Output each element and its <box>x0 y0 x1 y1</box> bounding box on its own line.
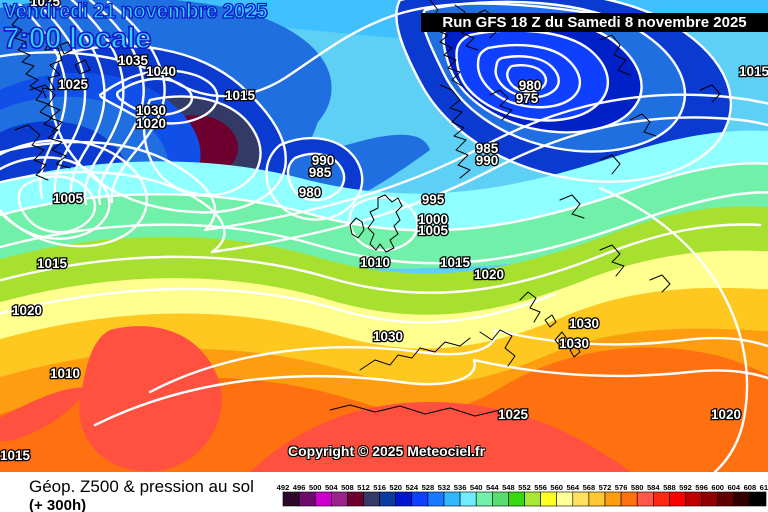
svg-text:524: 524 <box>405 483 418 492</box>
svg-text:592: 592 <box>679 483 692 492</box>
svg-text:572: 572 <box>599 483 612 492</box>
svg-text:612: 612 <box>760 483 768 492</box>
svg-text:512: 512 <box>357 483 370 492</box>
svg-text:604: 604 <box>727 483 740 492</box>
svg-text:600: 600 <box>711 483 724 492</box>
svg-text:584: 584 <box>647 483 660 492</box>
svg-text:516: 516 <box>373 483 386 492</box>
svg-text:520: 520 <box>389 483 402 492</box>
svg-text:556: 556 <box>534 483 547 492</box>
svg-text:536: 536 <box>454 483 467 492</box>
svg-text:548: 548 <box>502 483 515 492</box>
svg-text:560: 560 <box>550 483 563 492</box>
svg-text:528: 528 <box>422 483 435 492</box>
svg-text:576: 576 <box>615 483 628 492</box>
svg-text:608: 608 <box>744 483 757 492</box>
svg-text:540: 540 <box>470 483 483 492</box>
svg-text:596: 596 <box>695 483 708 492</box>
svg-text:508: 508 <box>341 483 354 492</box>
svg-text:544: 544 <box>486 483 499 492</box>
svg-text:496: 496 <box>293 483 306 492</box>
svg-text:552: 552 <box>518 483 531 492</box>
svg-text:564: 564 <box>566 483 579 492</box>
svg-text:588: 588 <box>663 483 676 492</box>
svg-text:580: 580 <box>631 483 644 492</box>
svg-text:492: 492 <box>277 483 290 492</box>
svg-text:532: 532 <box>438 483 451 492</box>
svg-text:500: 500 <box>309 483 322 492</box>
svg-text:504: 504 <box>325 483 338 492</box>
svg-text:568: 568 <box>583 483 596 492</box>
